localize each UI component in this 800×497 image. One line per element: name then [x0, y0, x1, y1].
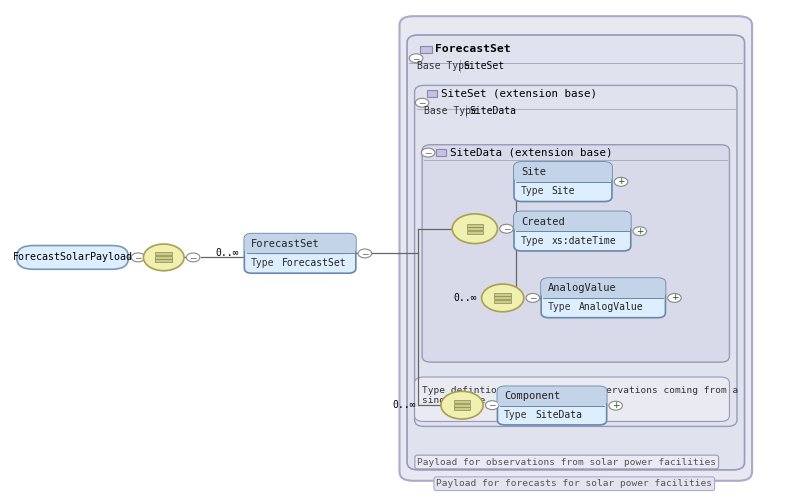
Text: Created: Created — [521, 217, 565, 227]
Text: ForecastSet: ForecastSet — [251, 239, 320, 249]
Circle shape — [143, 244, 184, 271]
Text: Type defintion for an set of observations coming from a
single site: Type defintion for an set of observation… — [422, 386, 738, 405]
FancyBboxPatch shape — [399, 16, 752, 481]
Text: xs:dateTime: xs:dateTime — [552, 236, 616, 246]
Text: −: − — [489, 401, 496, 410]
Circle shape — [614, 177, 628, 186]
Text: SiteSet (extension base): SiteSet (extension base) — [441, 89, 597, 99]
FancyBboxPatch shape — [244, 234, 356, 273]
Text: 0..∞: 0..∞ — [392, 400, 415, 410]
Text: Type: Type — [251, 258, 274, 268]
Text: SiteData (extension base): SiteData (extension base) — [450, 148, 613, 158]
Circle shape — [358, 249, 372, 258]
Text: Payload for observations from solar power facilities: Payload for observations from solar powe… — [418, 458, 716, 467]
Circle shape — [668, 293, 682, 302]
FancyBboxPatch shape — [422, 145, 730, 362]
Text: −: − — [529, 293, 537, 302]
Text: Type: Type — [504, 410, 528, 420]
Text: SiteSet: SiteSet — [463, 61, 505, 71]
FancyBboxPatch shape — [436, 149, 446, 156]
Circle shape — [410, 54, 423, 63]
Text: AnalogValue: AnalogValue — [578, 302, 643, 313]
Text: +: + — [670, 293, 678, 302]
FancyBboxPatch shape — [454, 400, 470, 403]
Circle shape — [415, 98, 429, 107]
Text: SiteData: SiteData — [535, 410, 582, 420]
Text: AnalogValue: AnalogValue — [548, 283, 617, 293]
Text: −: − — [412, 54, 420, 63]
Circle shape — [609, 401, 622, 410]
Circle shape — [482, 284, 524, 312]
FancyBboxPatch shape — [414, 377, 730, 421]
Text: +: + — [636, 227, 643, 236]
Circle shape — [486, 401, 499, 410]
Circle shape — [633, 227, 646, 236]
FancyBboxPatch shape — [514, 211, 630, 232]
FancyBboxPatch shape — [466, 227, 483, 230]
Text: Base Type: Base Type — [417, 61, 470, 71]
Text: −: − — [502, 224, 510, 233]
FancyBboxPatch shape — [407, 35, 745, 470]
FancyBboxPatch shape — [514, 162, 612, 202]
Circle shape — [131, 253, 145, 262]
FancyBboxPatch shape — [454, 404, 470, 407]
FancyBboxPatch shape — [466, 231, 483, 234]
FancyBboxPatch shape — [155, 256, 172, 259]
FancyBboxPatch shape — [541, 278, 666, 318]
Text: −: − — [190, 253, 197, 262]
FancyBboxPatch shape — [494, 300, 511, 303]
FancyBboxPatch shape — [466, 224, 483, 227]
FancyBboxPatch shape — [17, 246, 128, 269]
Text: Site: Site — [552, 186, 575, 196]
Text: 0..∞: 0..∞ — [216, 248, 239, 258]
Text: Site: Site — [521, 167, 546, 177]
Text: Type: Type — [548, 302, 571, 313]
Text: Type: Type — [521, 186, 544, 196]
Text: 0..∞: 0..∞ — [453, 293, 477, 303]
FancyBboxPatch shape — [494, 296, 511, 299]
Circle shape — [441, 391, 483, 419]
FancyBboxPatch shape — [514, 162, 612, 182]
Text: −: − — [134, 253, 142, 262]
Text: ForecastSolarPayload: ForecastSolarPayload — [13, 252, 133, 262]
Circle shape — [526, 293, 540, 302]
FancyBboxPatch shape — [454, 407, 470, 410]
Text: ForecastSet: ForecastSet — [282, 258, 346, 268]
FancyBboxPatch shape — [155, 259, 172, 262]
Circle shape — [500, 224, 514, 233]
Circle shape — [452, 214, 498, 244]
Text: ForecastSet: ForecastSet — [435, 44, 510, 54]
Text: Component: Component — [504, 392, 561, 402]
FancyBboxPatch shape — [514, 211, 630, 251]
FancyBboxPatch shape — [244, 234, 356, 254]
FancyBboxPatch shape — [155, 252, 172, 255]
FancyBboxPatch shape — [420, 46, 431, 53]
Circle shape — [422, 148, 435, 157]
FancyBboxPatch shape — [494, 293, 511, 296]
Circle shape — [186, 253, 200, 262]
Text: +: + — [618, 177, 625, 186]
Text: −: − — [361, 249, 369, 258]
Text: Type: Type — [521, 236, 544, 246]
Text: −: − — [418, 98, 426, 107]
FancyBboxPatch shape — [498, 386, 606, 425]
FancyBboxPatch shape — [541, 278, 666, 299]
FancyBboxPatch shape — [498, 386, 606, 407]
Text: +: + — [612, 401, 619, 410]
Text: Payload for forecasts for solar power facilities: Payload for forecasts for solar power fa… — [436, 479, 712, 488]
Text: Base Type: Base Type — [424, 106, 478, 116]
FancyBboxPatch shape — [414, 85, 737, 426]
FancyBboxPatch shape — [426, 90, 437, 97]
Text: SiteData: SiteData — [470, 106, 517, 116]
Text: −: − — [424, 148, 432, 157]
